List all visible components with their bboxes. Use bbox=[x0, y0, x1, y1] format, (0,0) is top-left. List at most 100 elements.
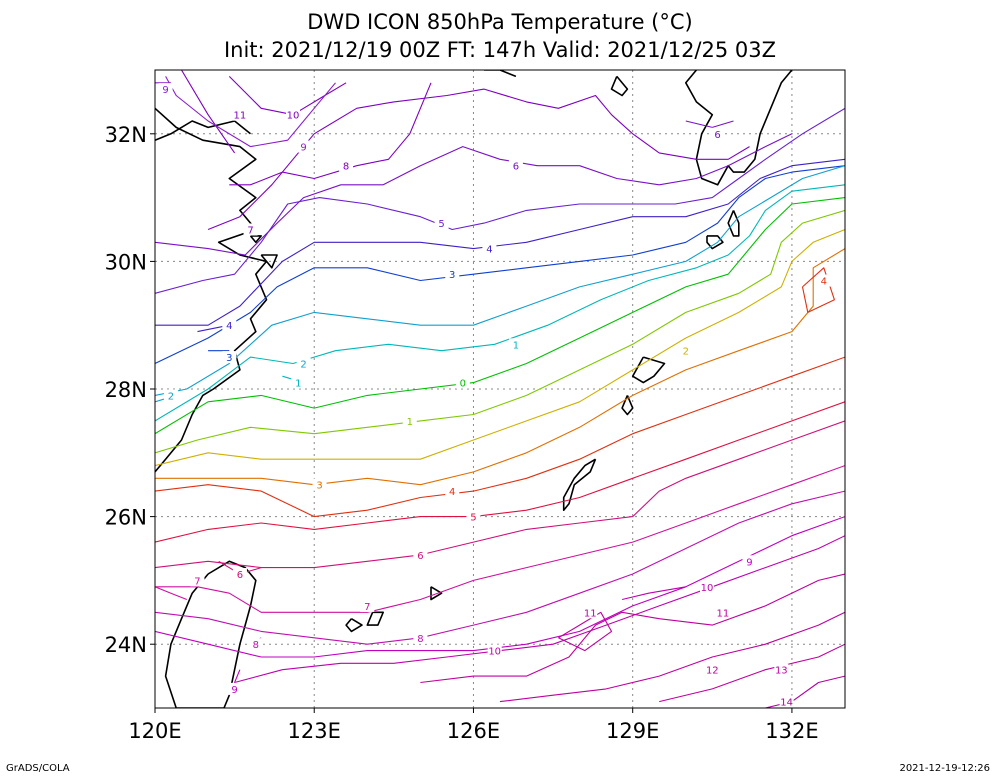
coastline-iriomote bbox=[345, 618, 363, 633]
contour-label-bg bbox=[774, 663, 789, 676]
contour-line bbox=[155, 401, 845, 543]
contour-line bbox=[685, 120, 734, 128]
contour-line bbox=[155, 586, 188, 601]
contour-line bbox=[155, 420, 845, 569]
contour-line bbox=[155, 107, 845, 294]
contour-label: 7 bbox=[247, 226, 253, 237]
contour-label: 11 bbox=[717, 608, 730, 619]
contour-line bbox=[420, 573, 845, 684]
contour-label: 12 bbox=[706, 666, 719, 677]
contour-line bbox=[155, 490, 845, 645]
contour-label-bg bbox=[816, 274, 831, 287]
contour-label: 5 bbox=[438, 219, 444, 230]
contour-label: 9 bbox=[231, 685, 237, 696]
contour-label: 2 bbox=[300, 359, 306, 370]
contour-line bbox=[765, 675, 845, 708]
contour-label: 9 bbox=[162, 85, 168, 96]
contour-label-bg bbox=[243, 223, 258, 236]
contour-label: 4 bbox=[486, 245, 492, 256]
contour-label: 1 bbox=[513, 340, 519, 351]
contour-label-bg bbox=[482, 242, 497, 255]
contour-label-bg bbox=[296, 357, 311, 370]
contour-label: 14 bbox=[780, 698, 793, 709]
coastline-tanegashima bbox=[727, 210, 740, 237]
contour-label-bg bbox=[779, 695, 794, 708]
contour-label-bg bbox=[445, 485, 460, 498]
axis-ticks bbox=[150, 133, 793, 713]
contour-label-bg bbox=[339, 159, 354, 172]
contour-line bbox=[155, 248, 845, 486]
contour-label-bg bbox=[296, 140, 311, 153]
contour-label: 3 bbox=[449, 270, 455, 281]
chart-subtitle: Init: 2021/12/19 00Z FT: 147h Valid: 202… bbox=[223, 38, 777, 62]
x-tick-label: 123E bbox=[288, 719, 341, 743]
contour-label: 4 bbox=[821, 277, 827, 288]
contour-line bbox=[155, 516, 845, 658]
contour-label: 2 bbox=[168, 391, 174, 402]
contour-line bbox=[155, 197, 845, 435]
x-tick-label: 120E bbox=[128, 719, 181, 743]
contour-label-bg bbox=[286, 108, 300, 121]
contour-line bbox=[155, 133, 793, 256]
contour-label: 5 bbox=[470, 513, 476, 524]
contour-label: 9 bbox=[300, 143, 306, 154]
contour-line bbox=[155, 356, 845, 518]
contour-label-bg bbox=[222, 319, 237, 332]
contour-label: 6 bbox=[513, 162, 519, 173]
contour-label-bg bbox=[434, 217, 449, 230]
contour-line bbox=[801, 267, 835, 313]
contour-label-bg bbox=[232, 108, 247, 121]
coastline-yakushima bbox=[706, 235, 724, 250]
contour-line bbox=[155, 165, 845, 396]
contour-label-bg bbox=[583, 606, 598, 619]
y-tick-label: 28N bbox=[105, 378, 147, 402]
contour-label: 4 bbox=[226, 321, 232, 332]
contour-label: 1 bbox=[407, 417, 413, 428]
contour-label: 1 bbox=[295, 379, 301, 390]
contour-line bbox=[155, 209, 845, 454]
contour-label-bg bbox=[163, 389, 178, 402]
contour-label: 8 bbox=[343, 162, 349, 173]
contour-label-bg bbox=[413, 548, 428, 561]
contour-label: 10 bbox=[287, 111, 300, 122]
y-tick-label: 24N bbox=[105, 633, 147, 657]
x-tick-label: 126E bbox=[447, 719, 500, 743]
contour-label: 8 bbox=[253, 640, 259, 651]
y-tick-label: 32N bbox=[105, 123, 147, 147]
contour-label: 6 bbox=[237, 570, 243, 581]
contour-label-bg bbox=[710, 127, 725, 140]
contour-label: 2 bbox=[683, 347, 689, 358]
contour-label-bg bbox=[360, 599, 375, 612]
contour-label: 7 bbox=[194, 576, 200, 587]
y-tick-label: 26N bbox=[105, 506, 147, 530]
contour-line bbox=[234, 535, 845, 684]
contour-label-bg bbox=[466, 510, 481, 523]
contour-label-bg bbox=[487, 644, 502, 657]
contour-label: 11 bbox=[584, 608, 597, 619]
x-tick-label: 129E bbox=[606, 719, 659, 743]
contour-label: 6 bbox=[714, 130, 720, 141]
coastlines bbox=[155, 70, 793, 708]
contour-line bbox=[229, 82, 432, 186]
contour-line bbox=[155, 158, 845, 326]
contour-line bbox=[659, 643, 845, 703]
coastline-tokunoshima bbox=[621, 395, 634, 416]
contour-line bbox=[558, 611, 613, 652]
coastline-china-north-coast bbox=[155, 120, 252, 141]
contour-line bbox=[155, 465, 845, 613]
contour-label-bg bbox=[312, 478, 327, 491]
contour-line bbox=[165, 76, 336, 148]
coastline-jeju bbox=[484, 70, 517, 78]
contour-label: 0 bbox=[460, 379, 466, 390]
contour-label: 3 bbox=[316, 481, 322, 492]
contour-label-bg bbox=[715, 606, 730, 619]
axis-labels: 120E 123E 126E 129E 132E 24N 26N 28N 30N 32N bbox=[105, 123, 819, 743]
coastline-china-coast bbox=[155, 107, 268, 473]
coastline-goto bbox=[610, 75, 629, 97]
contour-label: 8 bbox=[417, 634, 423, 645]
coastline-kyushu-coast bbox=[685, 70, 793, 186]
contour-label: 9 bbox=[746, 557, 752, 568]
contour-label-bg bbox=[413, 631, 428, 644]
